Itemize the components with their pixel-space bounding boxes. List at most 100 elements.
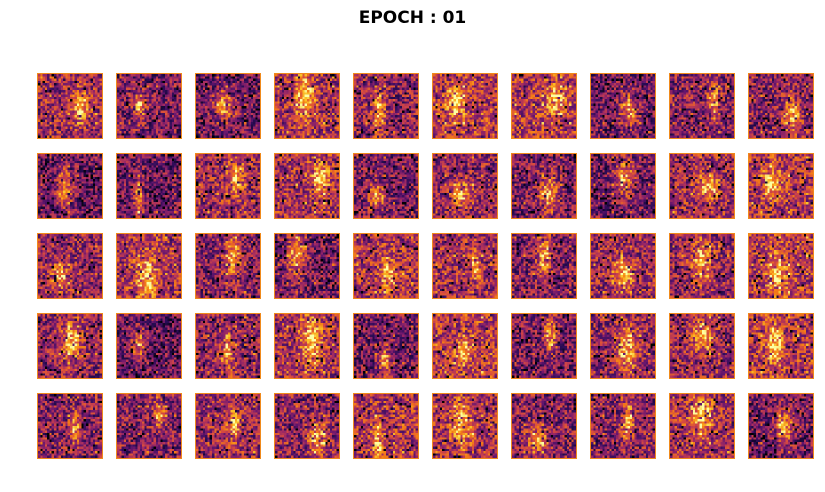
generated-image-tile	[511, 233, 577, 299]
generated-image-tile	[274, 73, 340, 139]
generated-image-tile	[195, 393, 261, 459]
tile-image	[275, 154, 339, 218]
tile-image	[512, 74, 576, 138]
generated-image-tile	[353, 73, 419, 139]
tile-image	[749, 394, 813, 458]
tile-image	[512, 234, 576, 298]
generated-image-tile	[195, 73, 261, 139]
tile-image	[38, 234, 102, 298]
tile-image	[749, 234, 813, 298]
generated-image-tile	[748, 73, 814, 139]
tile-image	[591, 314, 655, 378]
generated-image-tile	[116, 233, 182, 299]
generated-image-tile	[669, 153, 735, 219]
tile-image	[433, 154, 497, 218]
generated-image-tile	[669, 313, 735, 379]
generated-image-tile	[511, 153, 577, 219]
generated-image-tile	[37, 233, 103, 299]
generated-image-tile	[511, 313, 577, 379]
tile-image	[196, 314, 260, 378]
generated-image-tile	[353, 153, 419, 219]
generated-image-tile	[432, 153, 498, 219]
generated-image-tile	[274, 153, 340, 219]
tile-image	[591, 234, 655, 298]
tile-image	[196, 234, 260, 298]
tile-image	[354, 154, 418, 218]
generated-image-tile	[748, 313, 814, 379]
tile-image	[433, 74, 497, 138]
tile-image	[591, 74, 655, 138]
tile-image	[512, 394, 576, 458]
generated-image-tile	[116, 73, 182, 139]
generated-image-tile	[195, 313, 261, 379]
tile-image	[512, 314, 576, 378]
tile-image	[117, 154, 181, 218]
tile-image	[38, 154, 102, 218]
generated-image-tile	[590, 73, 656, 139]
generated-image-tile	[116, 313, 182, 379]
tile-image	[354, 234, 418, 298]
tile-image	[196, 394, 260, 458]
generated-image-tile	[274, 313, 340, 379]
generated-image-tile	[353, 393, 419, 459]
generated-image-tile	[37, 73, 103, 139]
generated-image-tile	[748, 393, 814, 459]
tile-image	[38, 314, 102, 378]
tile-image	[749, 314, 813, 378]
generated-image-tile	[669, 73, 735, 139]
tile-image	[117, 234, 181, 298]
tile-image	[38, 74, 102, 138]
generated-image-tile	[590, 233, 656, 299]
generated-image-tile	[669, 393, 735, 459]
tile-image	[38, 394, 102, 458]
generated-image-tile	[432, 393, 498, 459]
tile-image	[275, 314, 339, 378]
generated-image-tile	[37, 393, 103, 459]
tile-image	[117, 74, 181, 138]
tile-image	[670, 234, 734, 298]
generated-image-tile	[669, 233, 735, 299]
tile-image	[670, 74, 734, 138]
tile-image	[354, 394, 418, 458]
generated-image-tile	[748, 153, 814, 219]
tile-image	[196, 154, 260, 218]
generated-image-tile	[590, 313, 656, 379]
generated-image-tile	[511, 73, 577, 139]
tile-image	[275, 394, 339, 458]
tile-image	[749, 74, 813, 138]
tile-image	[117, 314, 181, 378]
generated-image-tile	[116, 153, 182, 219]
generated-image-tile	[590, 393, 656, 459]
tile-image	[275, 234, 339, 298]
generated-image-tile	[353, 233, 419, 299]
tile-image	[670, 154, 734, 218]
tile-image	[354, 74, 418, 138]
generated-image-tile	[590, 153, 656, 219]
generated-image-tile	[432, 313, 498, 379]
generated-image-tile	[195, 153, 261, 219]
generated-image-tile	[274, 233, 340, 299]
tile-image	[433, 234, 497, 298]
tile-image	[591, 154, 655, 218]
tile-image	[433, 314, 497, 378]
tile-image	[591, 394, 655, 458]
tile-image	[749, 154, 813, 218]
tile-image	[670, 314, 734, 378]
tile-image	[354, 314, 418, 378]
generated-image-tile	[432, 233, 498, 299]
tile-image	[196, 74, 260, 138]
generated-image-tile	[748, 233, 814, 299]
generated-image-tile	[37, 153, 103, 219]
generated-image-tile	[37, 313, 103, 379]
tile-image	[670, 394, 734, 458]
tile-image	[275, 74, 339, 138]
tile-image	[117, 394, 181, 458]
generated-image-tile	[274, 393, 340, 459]
tile-image	[433, 394, 497, 458]
generated-image-tile	[511, 393, 577, 459]
generated-image-tile	[432, 73, 498, 139]
generated-image-tile	[116, 393, 182, 459]
generated-image-tile	[353, 313, 419, 379]
tile-image	[512, 154, 576, 218]
